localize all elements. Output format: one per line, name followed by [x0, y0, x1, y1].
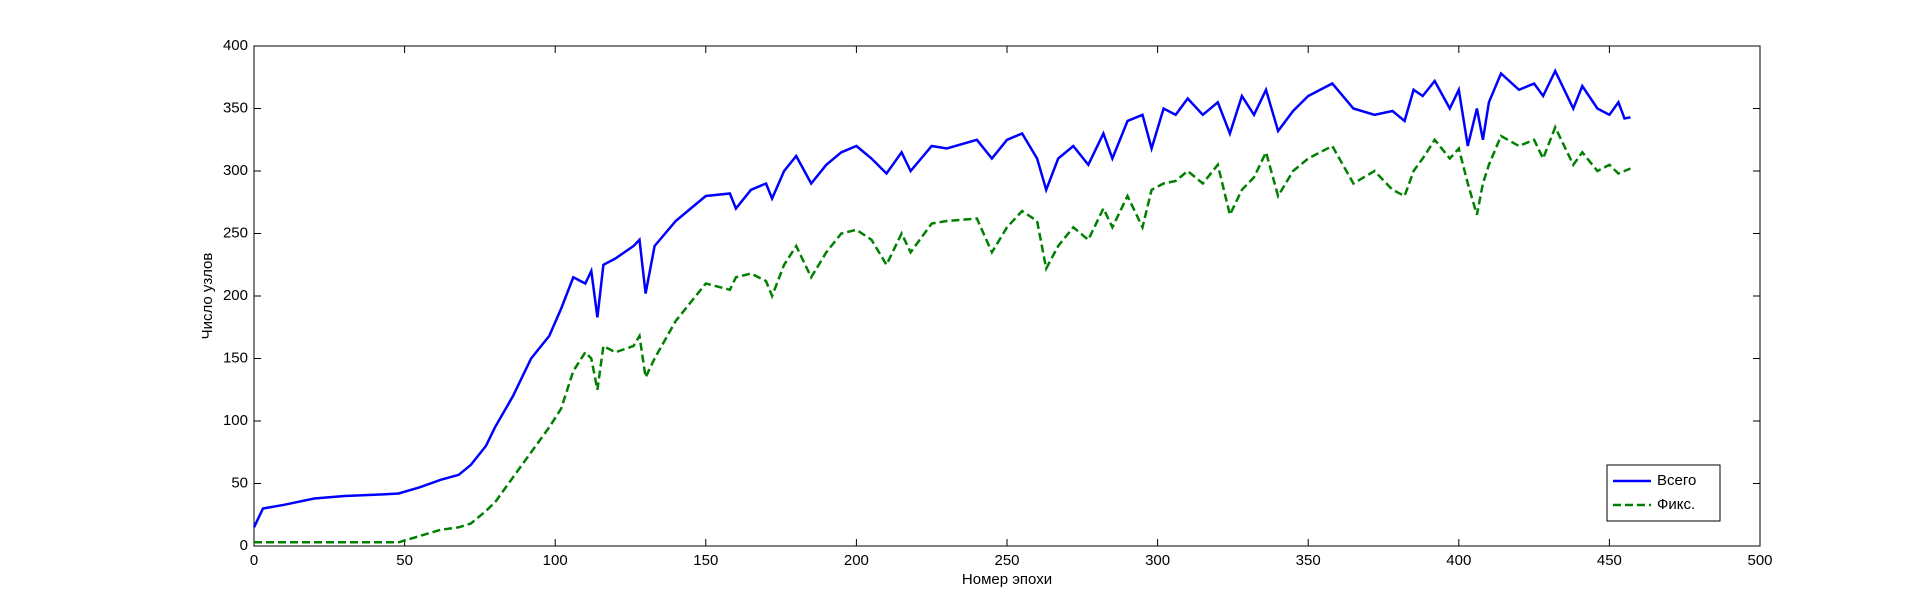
x-tick-label: 100	[543, 552, 568, 569]
x-axis-label: Номер эпохи	[962, 571, 1052, 588]
data-line	[254, 124, 1631, 544]
x-tick-label: 0	[250, 552, 258, 569]
y-tick-label: 100	[223, 412, 248, 429]
y-tick-label: 350	[223, 99, 248, 116]
x-tick-label: 300	[1145, 552, 1170, 569]
x-tick-label: 500	[1747, 552, 1772, 569]
y-axis-label: Число узлов	[199, 253, 216, 340]
x-tick-label: 50	[396, 552, 413, 569]
y-tick-label: 300	[223, 162, 248, 179]
legend-label: Фикс.	[1657, 496, 1695, 513]
x-tick-label: 150	[693, 552, 718, 569]
y-tick-label: 250	[223, 224, 248, 241]
x-tick-label: 200	[844, 552, 869, 569]
x-tick-label: 450	[1597, 552, 1622, 569]
data-line	[252, 68, 1631, 528]
plot-area	[253, 45, 1761, 547]
y-tick-label: 0	[240, 537, 248, 554]
x-tick-label: 350	[1296, 552, 1321, 569]
y-tick-label: 50	[231, 474, 248, 491]
legend-label: Всего	[1657, 472, 1696, 489]
x-tick-label: 250	[994, 552, 1019, 569]
x-tick-label: 400	[1446, 552, 1471, 569]
y-tick-label: 200	[223, 287, 248, 304]
y-tick-label: 400	[223, 37, 248, 54]
y-tick-label: 150	[223, 349, 248, 366]
legend-box	[1606, 464, 1721, 522]
